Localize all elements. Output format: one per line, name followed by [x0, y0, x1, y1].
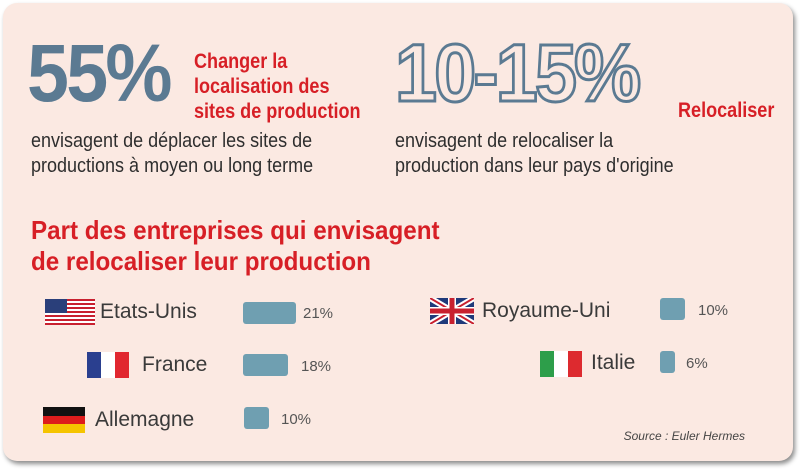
value-label-france: 18%: [301, 358, 332, 375]
source-note: Source : Euler Hermes: [623, 429, 745, 443]
infographic-card: 55% Changer la localisation des sites de…: [3, 3, 793, 461]
chart-title-line: Part des entreprises qui envisagent: [31, 215, 440, 245]
stat-description-reshoring: envisagent de relocaliser la production …: [395, 129, 674, 179]
heading-line: Changer la: [194, 50, 288, 73]
heading-line: sites de production: [194, 100, 361, 123]
description-line: productions à moyen ou long terme: [31, 155, 314, 177]
us-flag-icon: [45, 299, 95, 325]
stat-heading-reshoring: Relocaliser: [678, 99, 775, 122]
uk-flag-icon: [430, 298, 474, 324]
stat-value-relocation-sites: 55%: [27, 28, 172, 119]
description-line: envisagent de relocaliser la: [395, 130, 614, 152]
chart-bar-etats-unis: [243, 302, 296, 324]
description-line: envisagent de déplacer les sites de: [31, 130, 313, 152]
chart-bar-royaume-uni: [660, 298, 686, 320]
heading-line: localisation des: [194, 75, 330, 98]
country-label-royaume-uni: Royaume-Uni: [482, 299, 611, 322]
country-label-france: France: [142, 353, 208, 376]
value-label-allemagne: 10%: [281, 411, 312, 428]
country-label-allemagne: Allemagne: [95, 408, 195, 431]
chart-bar-france: [243, 354, 289, 376]
chart-bar-allemagne: [244, 407, 270, 429]
stat-heading-relocation-sites: Changer la localisation des sites de pro…: [194, 49, 361, 124]
chart-title-line: de relocaliser leur production: [31, 246, 371, 276]
country-label-italie: Italie: [591, 351, 636, 374]
chart-bar-italie: [660, 351, 676, 373]
stat-value-reshoring: 10-15%: [394, 28, 643, 119]
italy-flag-icon: [540, 351, 582, 377]
value-label-etats-unis: 21%: [303, 305, 334, 322]
germany-flag-icon: [43, 407, 85, 433]
value-label-royaume-uni: 10%: [698, 302, 729, 319]
value-label-italie: 6%: [686, 355, 708, 372]
stat-description-relocation-sites: envisagent de déplacer les sites de prod…: [31, 129, 313, 179]
country-label-etats-unis: Etats-Unis: [100, 300, 197, 323]
description-line: production dans leur pays d'origine: [395, 155, 674, 177]
france-flag-icon: [87, 352, 129, 378]
chart-title: Part des entreprises qui envisagent de r…: [31, 215, 440, 277]
